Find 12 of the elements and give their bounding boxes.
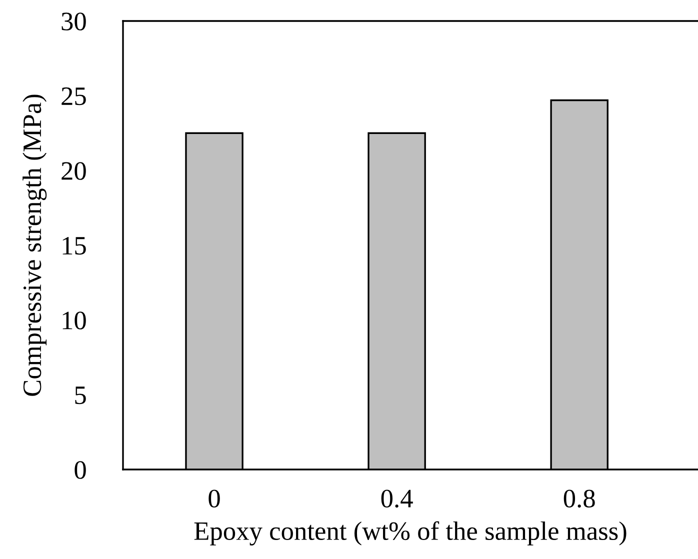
x-tick-label: 0.4: [381, 490, 413, 508]
y-tick-label: 20: [62, 162, 86, 180]
y-tick-label: 30: [62, 12, 86, 30]
x-tick-label: 0: [208, 490, 220, 508]
x-tick-label: 0.8: [564, 490, 595, 508]
y-axis-title: Compressive strength (MPa): [22, 94, 47, 396]
y-tick-label: 0: [74, 461, 86, 479]
y-tick-label: 25: [62, 87, 86, 106]
y-tick-label: 10: [62, 312, 86, 330]
y-tick-label: 5: [75, 386, 86, 404]
y-tick-label: 15: [62, 236, 86, 255]
x-axis-title: Epoxy content (wt% of the sample mass): [194, 521, 626, 546]
